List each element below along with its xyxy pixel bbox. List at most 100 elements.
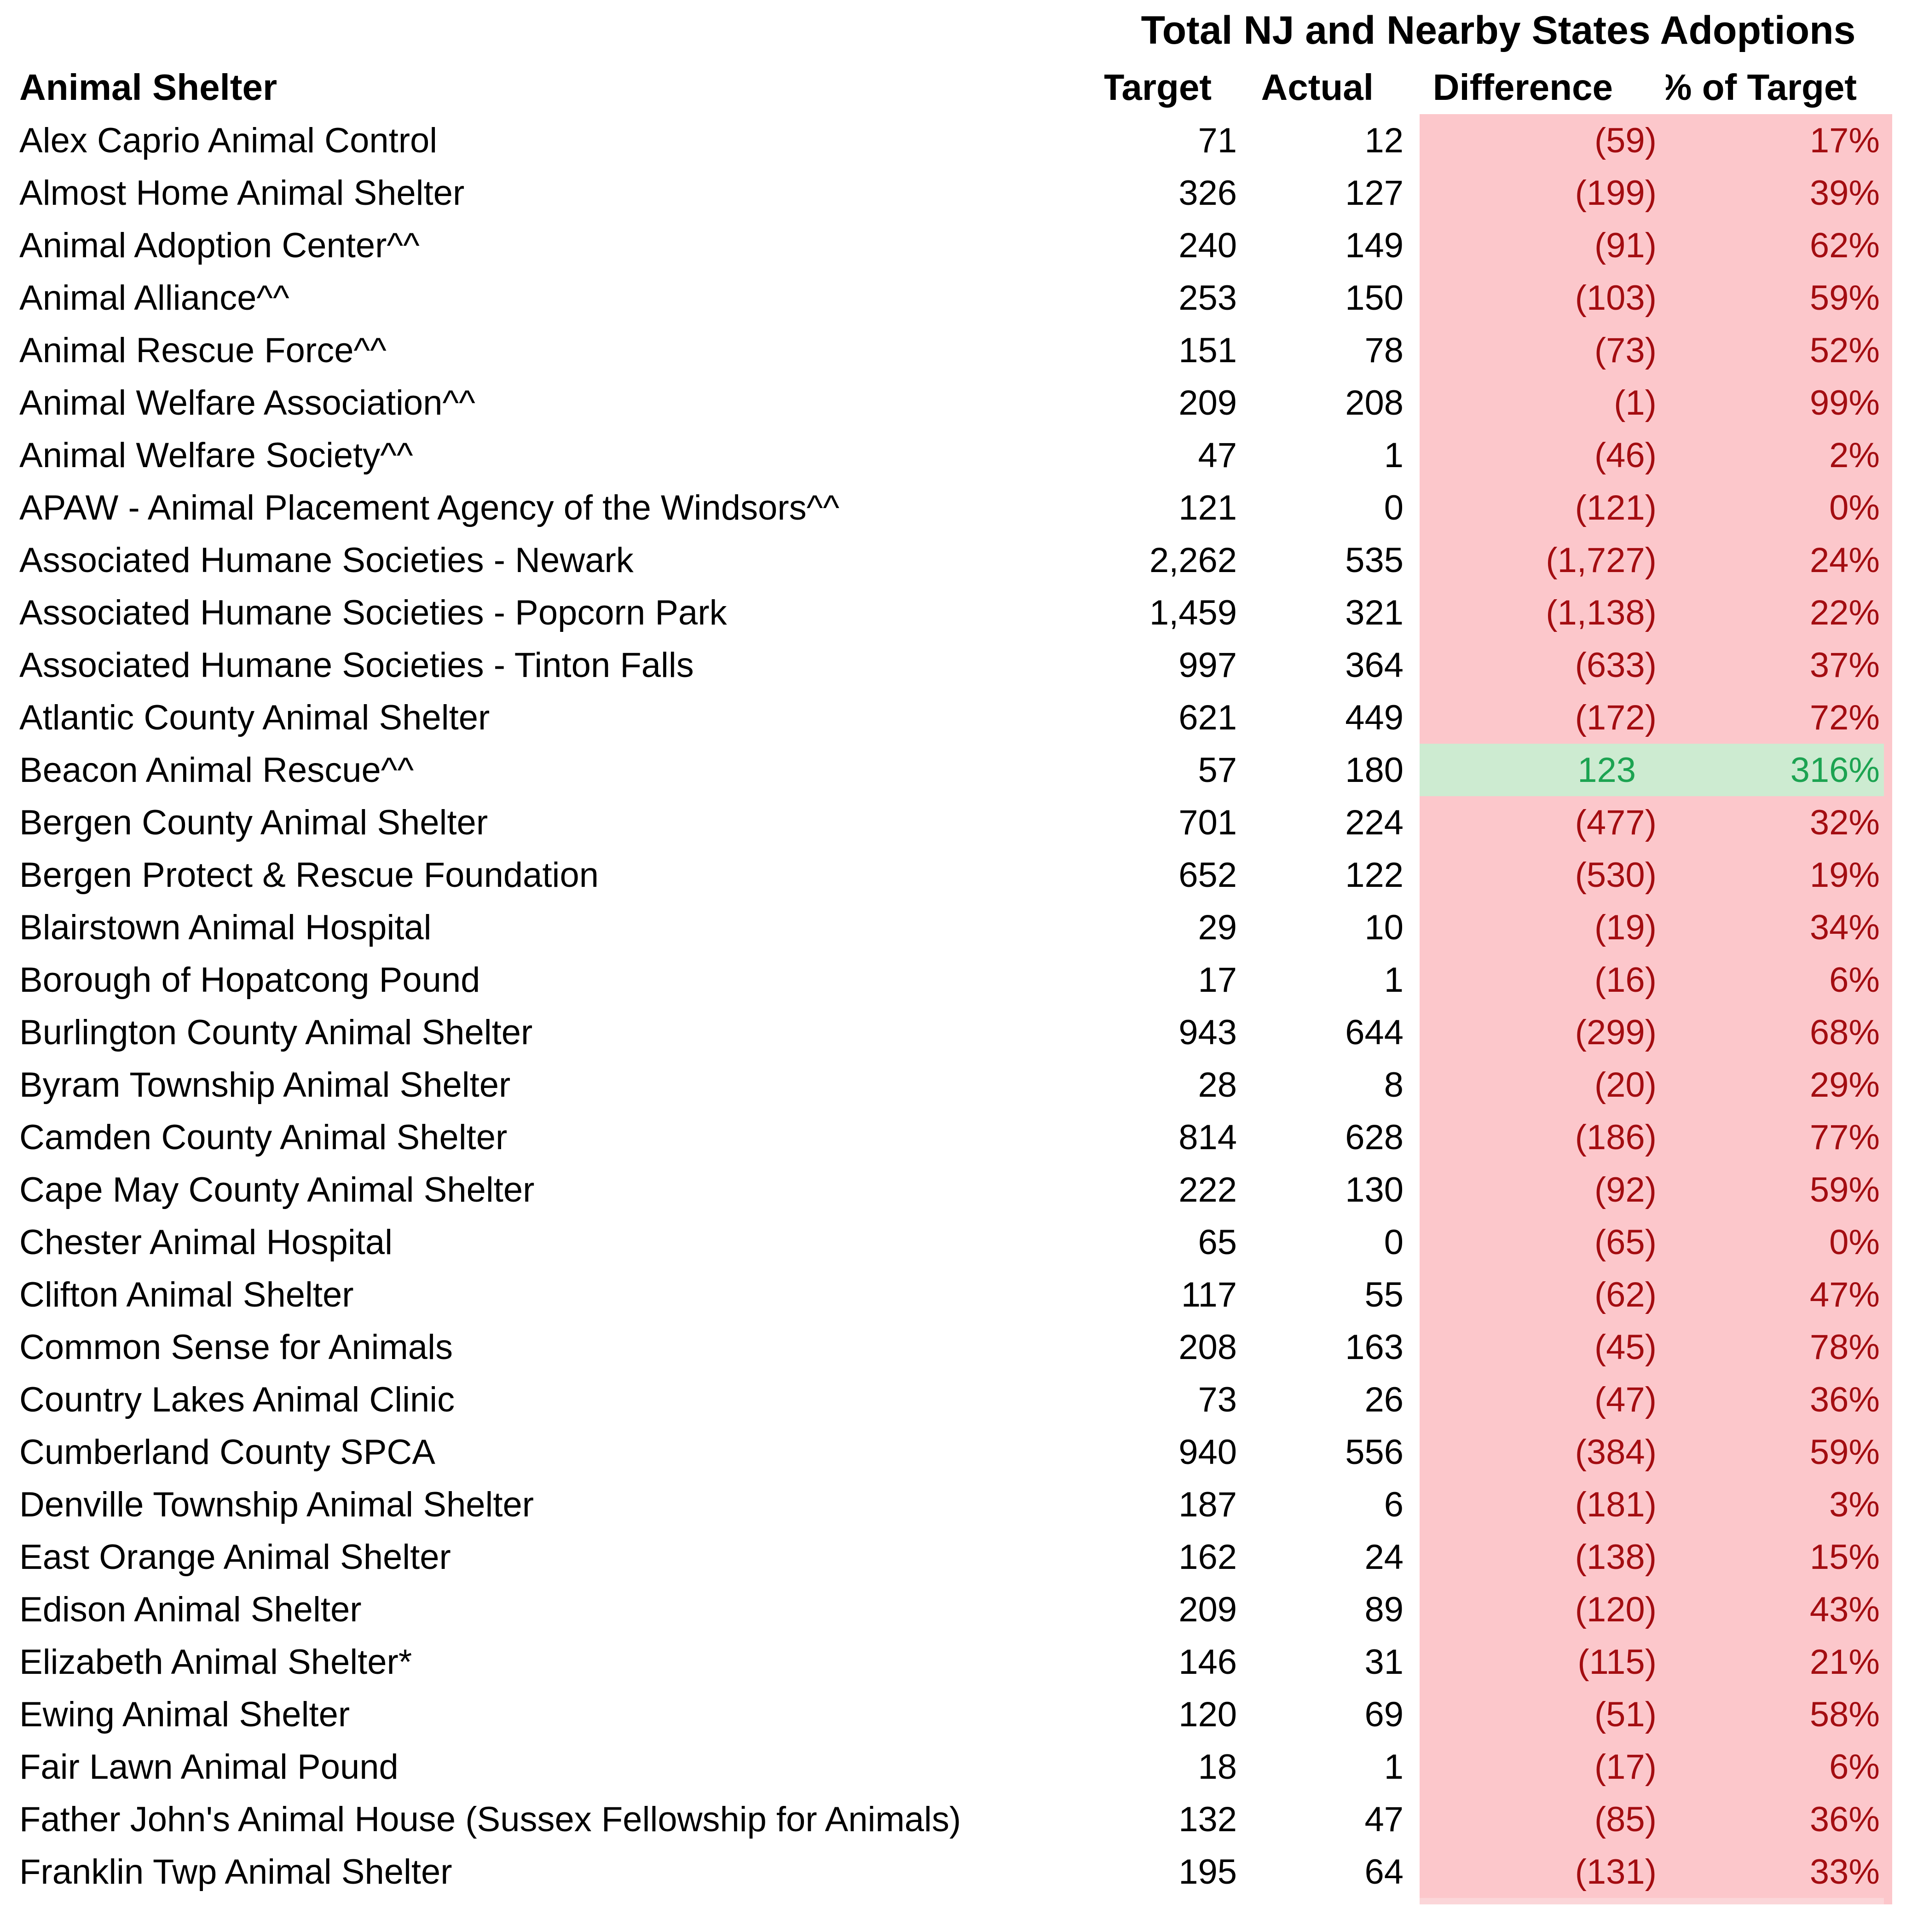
shelter-name-cell: Atlantic County Animal Shelter [19, 698, 490, 737]
difference-cell: (121) [1420, 481, 1666, 534]
shelter-name-cell: Bergen County Animal Shelter [19, 803, 488, 842]
target-cell: 187 [1178, 1485, 1237, 1524]
pct-of-target-cell: 34% [1666, 901, 1892, 954]
table-row: Borough of Hopatcong Pound 17 1 (16) 6% [0, 954, 1906, 1006]
target-cell: 208 [1178, 1327, 1237, 1367]
shelter-name-cell: Almost Home Animal Shelter [19, 173, 465, 213]
actual-cell: 0 [1384, 1222, 1404, 1262]
pct-of-target-cell: 68% [1666, 1006, 1892, 1059]
table-row: Animal Adoption Center^^ 240 149 (91) 62… [0, 219, 1906, 272]
difference-cell: (85) [1420, 1793, 1666, 1845]
actual-cell: 628 [1345, 1117, 1404, 1157]
difference-cell: (1,727) [1420, 534, 1666, 586]
actual-cell: 449 [1345, 698, 1404, 737]
band-edge-pct [1666, 1898, 1892, 1904]
difference-cell: (477) [1420, 796, 1666, 849]
pct-of-target-cell: 6% [1666, 1741, 1892, 1793]
table-body: Alex Caprio Animal Control 71 12 (59) 17… [0, 114, 1906, 1898]
shelter-name-cell: Animal Alliance^^ [19, 278, 289, 318]
table-row: Beacon Animal Rescue^^ 57 180 123 316% [0, 744, 1906, 796]
target-cell: 28 [1198, 1065, 1237, 1105]
target-cell: 253 [1178, 278, 1237, 318]
target-cell: 326 [1178, 173, 1237, 213]
actual-cell: 6 [1384, 1485, 1404, 1524]
difference-cell: (186) [1420, 1111, 1666, 1163]
table-row: Cumberland County SPCA 940 556 (384) 59% [0, 1426, 1906, 1478]
difference-cell: (62) [1420, 1268, 1666, 1321]
target-cell: 120 [1178, 1695, 1237, 1734]
column-header-target: Target [1104, 67, 1212, 108]
difference-cell: (103) [1420, 272, 1666, 324]
pct-of-target-cell: 37% [1666, 639, 1892, 691]
table-row: Cape May County Animal Shelter 222 130 (… [0, 1163, 1906, 1216]
table-row: Franklin Twp Animal Shelter 195 64 (131)… [0, 1845, 1906, 1898]
actual-cell: 0 [1384, 488, 1404, 527]
table-row: Alex Caprio Animal Control 71 12 (59) 17… [0, 114, 1906, 167]
pct-of-target-cell: 316% [1666, 744, 1892, 796]
target-cell: 146 [1178, 1642, 1237, 1682]
target-cell: 621 [1178, 698, 1237, 737]
pct-of-target-cell: 17% [1666, 114, 1892, 167]
difference-cell: (17) [1420, 1741, 1666, 1793]
pct-of-target-cell: 52% [1666, 324, 1892, 376]
difference-cell: (1) [1420, 376, 1666, 429]
spacer [1104, 1898, 1240, 1904]
actual-cell: 150 [1345, 278, 1404, 318]
column-header-actual: Actual [1261, 67, 1374, 108]
actual-cell: 10 [1364, 908, 1404, 947]
table-row: Fair Lawn Animal Pound 18 1 (17) 6% [0, 1741, 1906, 1793]
shelter-name-cell: Bergen Protect & Rescue Foundation [19, 855, 599, 895]
actual-cell: 163 [1345, 1327, 1404, 1367]
shelter-name-cell: Chester Animal Hospital [19, 1222, 393, 1262]
actual-cell: 1 [1384, 1747, 1404, 1787]
table-row: Ewing Animal Shelter 120 69 (51) 58% [0, 1688, 1906, 1741]
target-cell: 652 [1178, 855, 1237, 895]
pct-of-target-cell: 29% [1666, 1059, 1892, 1111]
actual-cell: 55 [1364, 1275, 1404, 1314]
difference-cell: (45) [1420, 1321, 1666, 1373]
target-cell: 57 [1198, 750, 1237, 790]
target-cell: 940 [1178, 1432, 1237, 1472]
shelter-name-cell: Edison Animal Shelter [19, 1590, 362, 1629]
actual-cell: 69 [1364, 1695, 1404, 1734]
actual-cell: 1 [1384, 435, 1404, 475]
actual-cell: 89 [1364, 1590, 1404, 1629]
difference-cell: (172) [1420, 691, 1666, 744]
target-cell: 17 [1198, 960, 1237, 1000]
actual-cell: 64 [1364, 1852, 1404, 1892]
target-cell: 18 [1198, 1747, 1237, 1787]
target-cell: 209 [1178, 1590, 1237, 1629]
table-row: East Orange Animal Shelter 162 24 (138) … [0, 1531, 1906, 1583]
shelter-name-cell: East Orange Animal Shelter [19, 1537, 451, 1577]
shelter-name-cell: Ewing Animal Shelter [19, 1695, 350, 1734]
difference-cell: (73) [1420, 324, 1666, 376]
pct-of-target-cell: 24% [1666, 534, 1892, 586]
table-title: Total NJ and Nearby States Adoptions [1141, 8, 1856, 52]
actual-cell: 364 [1345, 645, 1404, 685]
pct-of-target-cell: 19% [1666, 849, 1892, 901]
difference-cell: (92) [1420, 1163, 1666, 1216]
shelter-name-cell: Animal Welfare Association^^ [19, 383, 475, 422]
difference-cell: (47) [1420, 1373, 1666, 1426]
pct-of-target-cell: 6% [1666, 954, 1892, 1006]
actual-cell: 47 [1364, 1799, 1404, 1839]
pct-of-target-cell: 36% [1666, 1793, 1892, 1845]
actual-cell: 24 [1364, 1537, 1404, 1577]
table-row: APAW - Animal Placement Agency of the Wi… [0, 481, 1906, 534]
difference-cell: (91) [1420, 219, 1666, 272]
target-cell: 222 [1178, 1170, 1237, 1209]
pct-of-target-cell: 36% [1666, 1373, 1892, 1426]
table-row: Associated Humane Societies - Newark 2,2… [0, 534, 1906, 586]
table-row: Bergen County Animal Shelter 701 224 (47… [0, 796, 1906, 849]
shelter-name-cell: Cumberland County SPCA [19, 1432, 435, 1472]
column-header-difference: Difference [1432, 67, 1613, 108]
table-row: Father John's Animal House (Sussex Fello… [0, 1793, 1906, 1845]
difference-cell: (131) [1420, 1845, 1666, 1898]
pct-of-target-cell: 99% [1666, 376, 1892, 429]
spacer [1240, 1898, 1420, 1904]
target-cell: 209 [1178, 383, 1237, 422]
pct-of-target-cell: 59% [1666, 1426, 1892, 1478]
difference-cell: (65) [1420, 1216, 1666, 1268]
actual-cell: 1 [1384, 960, 1404, 1000]
pct-of-target-cell: 47% [1666, 1268, 1892, 1321]
